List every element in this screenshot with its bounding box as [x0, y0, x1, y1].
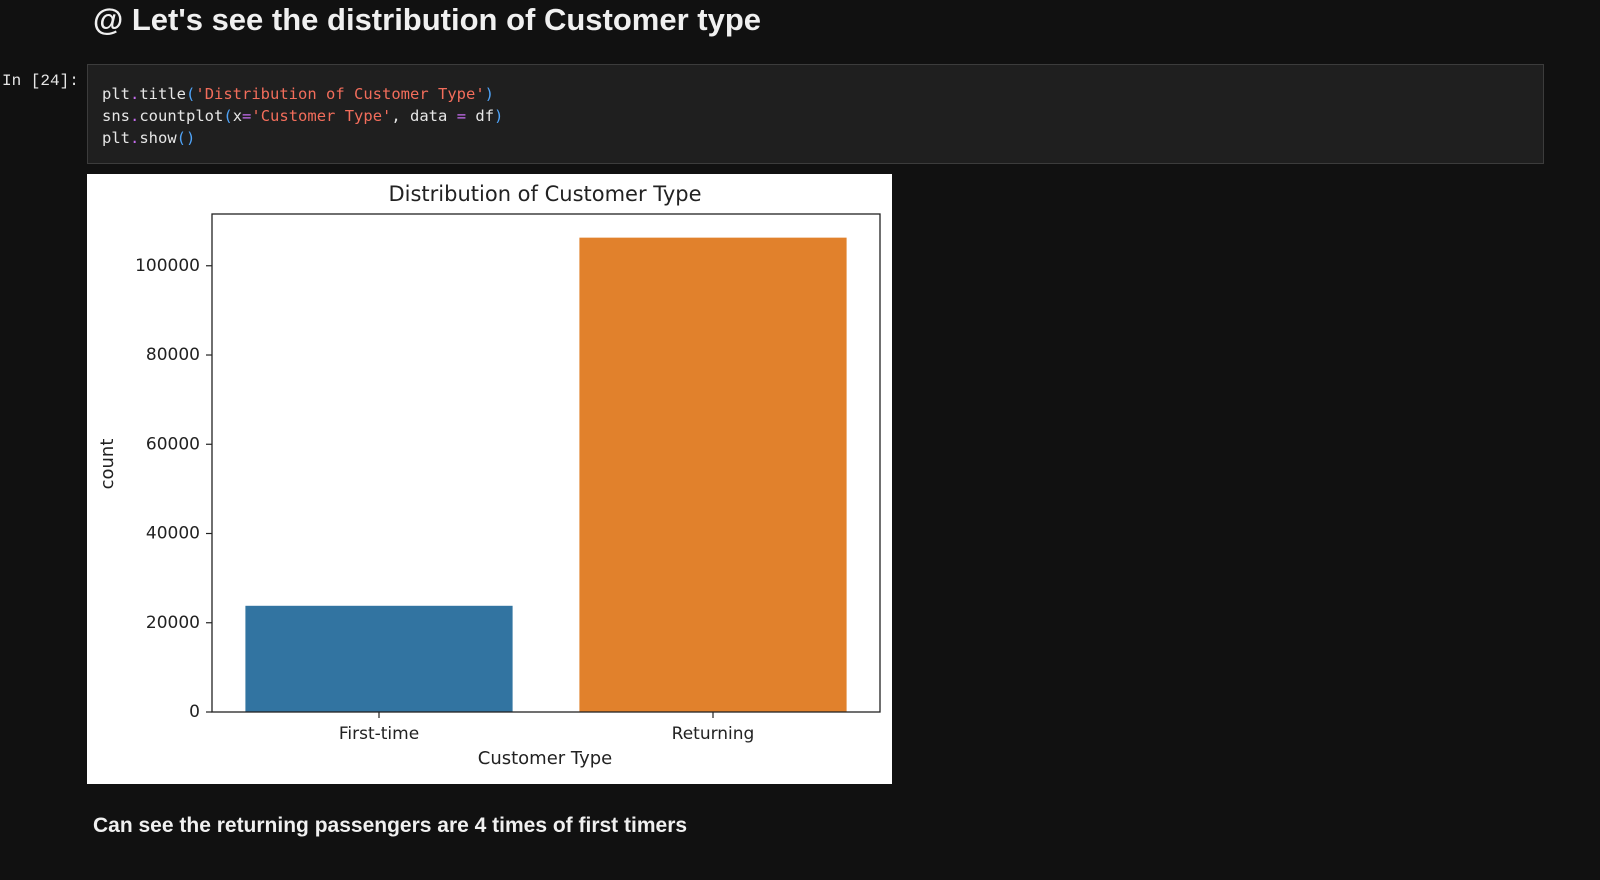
bar [245, 605, 513, 712]
code-token: . [130, 85, 140, 103]
bar [579, 237, 847, 712]
code-token: 'Distribution of Customer Type' [195, 85, 485, 103]
code-token: ( [223, 107, 233, 125]
y-tick-label: 60000 [146, 434, 200, 454]
code-token: plt [102, 129, 130, 147]
code-line: sns.countplot(x='Customer Type', data = … [102, 105, 1529, 127]
code-token: ) [494, 107, 504, 125]
code-token: ) [484, 85, 494, 103]
code-token: sns [102, 107, 130, 125]
code-token: plt [102, 85, 130, 103]
chart: Distribution of Customer Type count Cust… [87, 174, 892, 784]
x-axis-label: Customer Type [478, 748, 613, 769]
code-token: ( [186, 85, 196, 103]
heading: @ Let's see the distribution of Customer… [93, 2, 762, 37]
code-token: () [176, 129, 196, 147]
y-axis-label: count [97, 439, 118, 490]
y-tick-label: 0 [189, 702, 200, 722]
cell-prompt: In [24]: [2, 72, 79, 90]
axes-frame [211, 213, 881, 713]
code-line: plt.title('Distribution of Customer Type… [102, 83, 1529, 105]
code-token: 'Customer Type' [251, 107, 392, 125]
x-tick-label: First-time [339, 724, 419, 744]
code-token: df [466, 107, 495, 125]
code-token: x [232, 107, 243, 125]
code-token: title [139, 85, 187, 103]
code-cell[interactable]: plt.title('Distribution of Customer Type… [87, 64, 1544, 164]
code-token: , data [391, 107, 457, 125]
y-tick-label: 80000 [146, 345, 200, 365]
code-token: = [242, 107, 252, 125]
code-token: countplot [139, 107, 224, 125]
chart-title: Distribution of Customer Type [388, 182, 701, 206]
y-tick-label: 20000 [146, 613, 200, 633]
markdown-text: Can see the returning passengers are 4 t… [93, 814, 688, 837]
code-token: = [456, 107, 467, 125]
code-token: . [130, 107, 140, 125]
code-token: show [139, 129, 177, 147]
y-tick-label: 40000 [146, 524, 200, 544]
code-line: plt.show() [102, 127, 1529, 149]
code-token: . [130, 129, 140, 147]
x-tick-label: Returning [672, 724, 755, 744]
y-tick-label: 100000 [135, 256, 200, 276]
